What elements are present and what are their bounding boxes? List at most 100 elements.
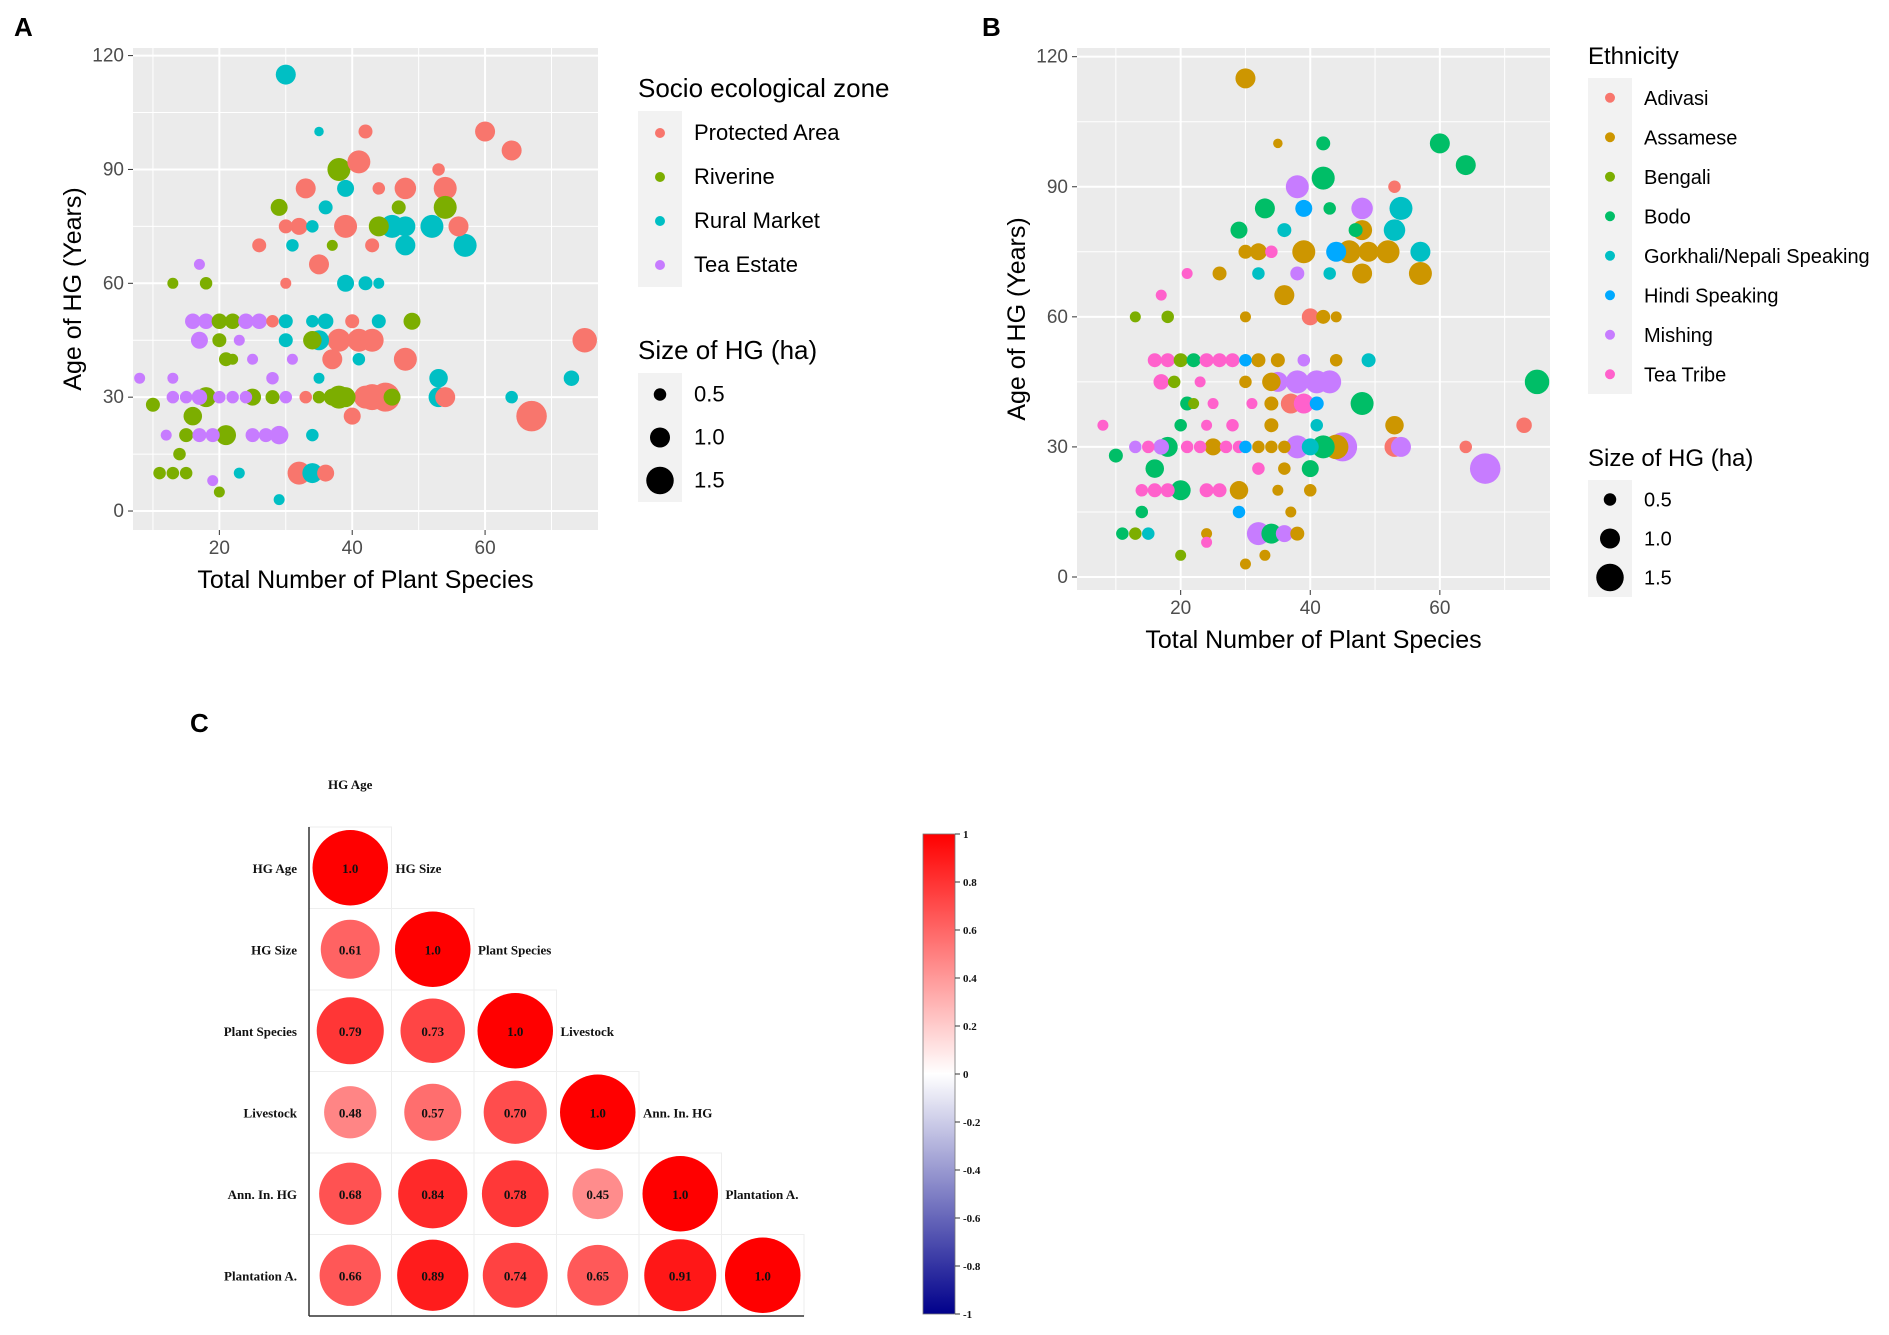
correlation-circle (477, 993, 553, 1069)
legend-size-key (650, 427, 670, 448)
data-point (1389, 196, 1413, 220)
data-point (211, 313, 228, 330)
data-point (371, 314, 386, 329)
data-point (239, 390, 253, 404)
x-tick-label: 40 (1300, 598, 1321, 619)
correlation-circle (481, 1160, 549, 1228)
legend-label-rural-market: Rural Market (694, 208, 820, 233)
data-point (373, 277, 385, 289)
data-point (1311, 435, 1335, 459)
legend-title-color: Ethnicity (1588, 43, 1679, 70)
data-point (1199, 353, 1214, 368)
data-point (1181, 267, 1193, 279)
legend-title-size: Size of HG (ha) (1588, 445, 1753, 472)
data-point (1429, 133, 1450, 154)
data-point (1230, 221, 1248, 239)
data-point (270, 198, 288, 216)
data-point (395, 216, 416, 237)
data-point (1207, 398, 1219, 410)
legend-key-tea-tribe (1605, 369, 1615, 380)
data-point (1265, 440, 1278, 454)
data-point (1326, 241, 1347, 262)
data-point (233, 334, 245, 346)
data-point (1304, 484, 1317, 497)
correlation-value: 1.0 (507, 1024, 523, 1039)
row-label-plant-species: Plant Species (224, 1024, 297, 1039)
data-point (448, 216, 469, 237)
data-point (1272, 484, 1284, 496)
data-point (193, 258, 205, 270)
data-point (1273, 138, 1283, 149)
data-point (1201, 528, 1213, 540)
column-label-ann-in-hg: Ann. In. HG (643, 1105, 712, 1120)
data-point (327, 157, 351, 181)
data-point (1262, 372, 1281, 392)
colorbar-tick-label: 0.4 (963, 973, 977, 985)
data-point (433, 195, 457, 219)
data-point (1264, 396, 1279, 411)
legend-key-protected-area (655, 128, 665, 138)
correlation-circle (398, 1159, 468, 1229)
data-point (1239, 440, 1252, 454)
legend-size-label: 1.0 (1644, 529, 1672, 551)
data-point (269, 425, 289, 445)
data-point (1290, 266, 1305, 281)
data-point (1142, 440, 1155, 454)
x-tick-label: 60 (1429, 598, 1450, 619)
data-point (393, 347, 417, 371)
data-point (354, 385, 377, 409)
legend-label-hindi-speaking: Hindi Speaking (1644, 285, 1779, 307)
column-label-plant-species: Plant Species (478, 942, 551, 957)
data-point (1135, 505, 1149, 519)
data-point (167, 372, 179, 384)
data-point (391, 200, 406, 215)
data-point (306, 220, 319, 233)
data-point (245, 428, 260, 443)
column-label-hg-age: HG Age (328, 777, 373, 792)
correlation-value: 0.79 (339, 1024, 362, 1039)
data-point (290, 217, 308, 235)
legend-key-bengali (1605, 171, 1615, 182)
data-point (1204, 438, 1222, 456)
data-point (1274, 285, 1295, 306)
data-point (1278, 462, 1291, 475)
data-point (1390, 436, 1411, 457)
correlation-circle (316, 997, 384, 1065)
legend-size-label: 0.5 (694, 382, 725, 407)
data-point (224, 313, 241, 330)
data-point (153, 466, 166, 480)
data-point (505, 390, 518, 404)
correlation-chart-c: 1.00.61 1.00.79 0.73 1.00.48 0.57 0.70 1.00.68… (224, 777, 981, 1321)
y-tick-label: 60 (103, 273, 124, 294)
correlation-circle (395, 911, 471, 987)
correlation-circle (567, 1244, 629, 1306)
correlation-value: 1.0 (342, 861, 358, 876)
data-point (1351, 197, 1373, 220)
data-point (1186, 353, 1201, 368)
data-point (1297, 353, 1311, 367)
data-point (1175, 549, 1187, 561)
data-point (1361, 353, 1376, 368)
column-label-livestock: Livestock (561, 1024, 615, 1039)
data-point (278, 314, 293, 329)
data-point (167, 277, 179, 289)
data-point (302, 463, 323, 484)
data-point (173, 447, 186, 461)
data-point (166, 466, 180, 480)
y-axis-title: Age of HG (Years) (1003, 217, 1031, 420)
legend-key-rural-market (655, 216, 665, 226)
row-label-ann-in-hg: Ann. In. HG (228, 1187, 297, 1202)
y-tick-label: 30 (1047, 437, 1068, 458)
data-point (1292, 240, 1316, 264)
data-point (192, 428, 207, 443)
data-point (1358, 241, 1379, 262)
x-axis-title: Total Number of Plant Species (1145, 626, 1481, 654)
data-point (207, 475, 219, 487)
data-point (1516, 417, 1532, 433)
data-point (335, 387, 356, 408)
data-point (312, 390, 326, 404)
data-point (309, 254, 329, 275)
data-point (1212, 353, 1227, 368)
data-point (247, 353, 259, 365)
legend-label-tea-tribe: Tea Tribe (1644, 364, 1726, 386)
